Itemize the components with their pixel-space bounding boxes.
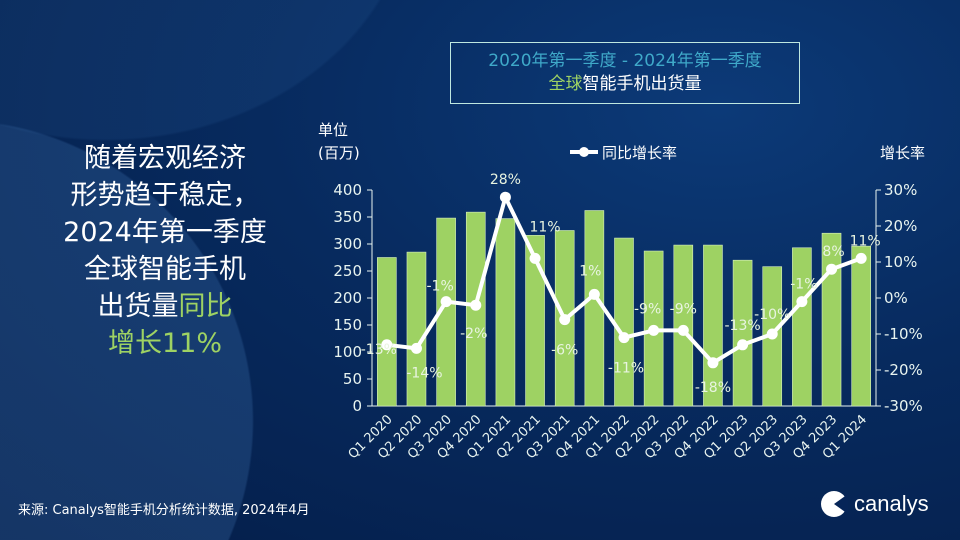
growth-rate-point	[618, 332, 630, 344]
bar	[436, 217, 456, 407]
growth-rate-data-label: -9%	[634, 301, 661, 317]
right-axis-tick-label: 30%	[884, 181, 917, 199]
growth-rate-point	[470, 299, 482, 311]
headline: 随着宏观经济 形势趋于稳定， 2024年第一季度 全球智能手机 出货量同比 增长…	[40, 140, 290, 362]
right-axis-title: 增长率	[880, 144, 925, 162]
left-axis-tick-label: 400	[333, 181, 362, 199]
bar	[495, 218, 516, 407]
left-axis-tick-label: 250	[333, 262, 362, 280]
right-axis-tick-label: -10%	[884, 325, 923, 343]
left-axis-tick-label: 200	[333, 289, 362, 307]
growth-rate-point	[796, 296, 808, 308]
growth-rate-data-label: 28%	[490, 172, 521, 188]
growth-rate-data-label: -11%	[608, 361, 644, 377]
growth-rate-data-label: -9%	[670, 301, 697, 317]
bar	[614, 237, 634, 407]
headline-line: 出货量	[97, 291, 179, 322]
canalys-logo-icon	[821, 491, 848, 517]
canalys-logo-text: canalys	[854, 491, 929, 516]
growth-rate-point	[707, 357, 719, 369]
headline-highlight: 增长11%	[107, 328, 222, 359]
growth-rate-data-label: -6%	[551, 343, 578, 359]
growth-rate-point	[677, 324, 689, 336]
right-axis-tick-label: -20%	[884, 361, 923, 379]
bar	[732, 259, 753, 407]
bar	[851, 245, 871, 407]
bar	[792, 247, 812, 407]
growth-rate-data-label: 1%	[579, 263, 601, 279]
left-axis-tick-label: 0	[352, 397, 362, 415]
bar	[703, 244, 723, 407]
growth-rate-point	[648, 324, 660, 336]
headline-line: 2024年第一季度	[63, 217, 267, 248]
legend-dot-marker	[579, 147, 589, 157]
left-axis-tick-label: 300	[333, 235, 362, 253]
bar	[525, 235, 545, 407]
bar	[377, 257, 397, 407]
growth-rate-point	[529, 252, 541, 264]
growth-rate-data-label: -1%	[790, 277, 817, 293]
headline-line: 全球智能手机	[84, 254, 246, 285]
growth-rate-data-label: -10%	[754, 307, 790, 323]
chart-title-highlight: 全球	[548, 74, 583, 94]
growth-rate-point	[381, 339, 393, 351]
growth-rate-data-label: 8%	[822, 244, 844, 260]
left-axis-title: (百万)	[318, 144, 360, 162]
growth-rate-point	[826, 263, 838, 275]
legend-label: 同比增长率	[602, 144, 677, 162]
growth-rate-data-label: 11%	[529, 219, 560, 235]
chart-title-period: 2020年第一季度 - 2024年第一季度	[488, 51, 762, 71]
bar	[406, 251, 427, 407]
right-axis-tick-label: 20%	[884, 217, 917, 235]
right-axis-tick-label: 0%	[884, 289, 908, 307]
growth-rate-point	[440, 296, 452, 308]
headline-highlight: 同比	[178, 291, 233, 322]
growth-rate-data-label: -14%	[406, 365, 442, 381]
growth-rate-point	[766, 328, 778, 340]
growth-rate-point	[559, 314, 571, 326]
headline-line: 随着宏观经济	[84, 143, 246, 174]
growth-rate-point	[499, 191, 511, 203]
headline-line: 形势趋于稳定，	[70, 180, 260, 211]
growth-rate-data-label: 11%	[850, 233, 881, 249]
left-axis-title: 单位	[318, 121, 348, 139]
growth-rate-data-label: -1%	[426, 279, 453, 295]
right-axis-tick-label: 10%	[884, 253, 917, 271]
chart-title-box: 2020年第一季度 - 2024年第一季度 全球智能手机出货量	[450, 42, 800, 104]
growth-rate-point	[588, 288, 600, 300]
left-axis-tick-label: 50	[343, 370, 362, 388]
chart-title: 智能手机出货量	[582, 74, 702, 94]
left-axis-tick-label: 350	[333, 208, 362, 226]
growth-rate-point	[410, 342, 422, 354]
growth-rate-data-label: -18%	[695, 380, 731, 396]
source-note: 来源: Canalys智能手机分析统计数据, 2024年4月	[18, 503, 310, 518]
growth-rate-data-label: -2%	[460, 326, 487, 342]
right-axis-tick-label: -30%	[884, 397, 923, 415]
canalys-logo: canalys	[820, 490, 929, 518]
bar	[584, 210, 605, 407]
growth-rate-point	[737, 339, 749, 351]
left-axis-tick-label: 100	[333, 343, 362, 361]
growth-rate-point	[855, 252, 867, 264]
growth-rate-data-label: -13%	[725, 318, 761, 334]
growth-rate-data-label: -13%	[361, 342, 397, 358]
left-axis-tick-label: 150	[333, 316, 362, 334]
